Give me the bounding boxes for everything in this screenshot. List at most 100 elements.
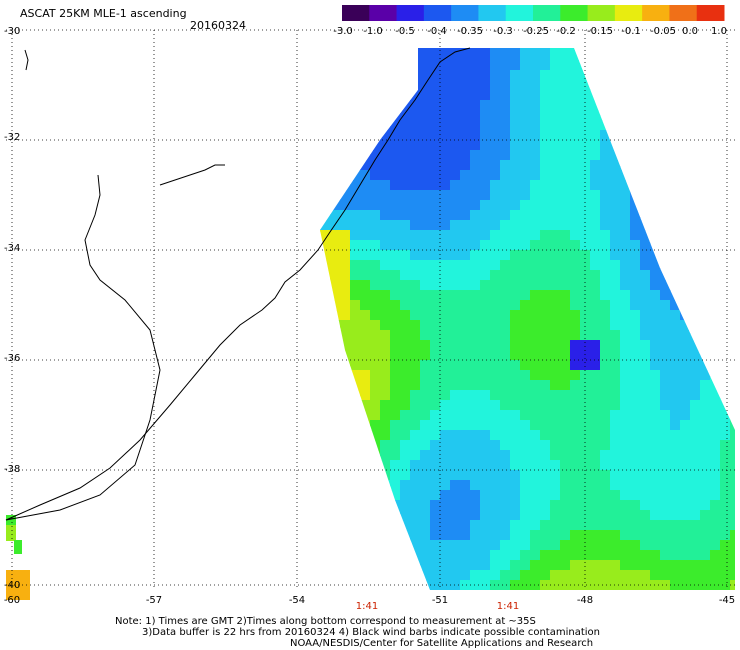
- swath-cell: [390, 510, 401, 521]
- swath-cell: [690, 270, 701, 281]
- swath-cell: [680, 170, 691, 181]
- swath-cell: [560, 560, 571, 571]
- swath-cell: [530, 48, 541, 51]
- swath-cell: [390, 420, 401, 431]
- swath-cell: [440, 90, 451, 101]
- swath-cell: [350, 190, 361, 201]
- swath-cell: [520, 340, 531, 351]
- swath-cell: [350, 530, 361, 541]
- swath-cell: [340, 370, 351, 381]
- swath-cell: [620, 580, 631, 590]
- swath-cell: [610, 260, 621, 271]
- swath-cell: [420, 200, 431, 211]
- swath-cell: [560, 130, 571, 141]
- swath-cell: [410, 540, 421, 551]
- swath-cell: [460, 70, 471, 81]
- swath-cell: [360, 470, 371, 481]
- swath-cell: [520, 250, 531, 261]
- swath-cell: [400, 48, 411, 51]
- swath-cell: [630, 400, 641, 411]
- swath-cell: [460, 180, 471, 191]
- swath-cell: [650, 450, 661, 461]
- swath-cell: [670, 230, 681, 241]
- swath-cell: [620, 290, 631, 301]
- swath-cell: [320, 540, 321, 551]
- swath-cell: [650, 470, 661, 481]
- swath-cell: [400, 50, 411, 61]
- swath-cell: [320, 150, 321, 161]
- swath-cell: [610, 500, 621, 511]
- swath-cell: [360, 490, 371, 501]
- swath-cell: [660, 370, 671, 381]
- swath-cell: [330, 48, 341, 51]
- swath-cell: [520, 520, 531, 531]
- swath-cell: [510, 440, 521, 451]
- swath-cell: [700, 560, 711, 571]
- swath-cell: [570, 290, 581, 301]
- swath-cell: [590, 440, 601, 451]
- swath-cell: [580, 410, 591, 421]
- swath-cell: [710, 410, 721, 421]
- swath-cell: [440, 480, 451, 491]
- swath-cell: [350, 200, 361, 211]
- swath-cell: [540, 280, 551, 291]
- swath-cell: [410, 100, 421, 111]
- swath-cell: [680, 140, 691, 151]
- swath-cell: [450, 500, 461, 511]
- swath-cell: [490, 180, 501, 191]
- swath-cell: [540, 500, 551, 511]
- swath-cell: [570, 210, 581, 221]
- swath-cell: [620, 430, 631, 441]
- swath-cell: [650, 380, 661, 391]
- swath-cell: [320, 90, 331, 101]
- swath-cell: [470, 250, 481, 261]
- swath-cell: [410, 170, 421, 181]
- swath-cell: [350, 310, 361, 321]
- swath-cell: [450, 240, 461, 251]
- swath-cell: [650, 440, 661, 451]
- swath-cell: [380, 350, 391, 361]
- swath-cell: [390, 540, 401, 551]
- swath-cell: [470, 130, 481, 141]
- swath-cell: [560, 270, 571, 281]
- swath-cell: [660, 150, 671, 161]
- swath-cell: [530, 450, 541, 461]
- swath-cell: [430, 48, 441, 51]
- swath-cell: [590, 50, 601, 61]
- swath-cell: [590, 270, 601, 281]
- swath-cell: [690, 440, 701, 451]
- swath-cell: [480, 170, 491, 181]
- swath-cell: [380, 110, 391, 121]
- swath-cell: [650, 70, 661, 81]
- swath-cell: [410, 500, 421, 511]
- swath-cell: [640, 560, 651, 571]
- swath-cell: [450, 490, 461, 501]
- swath-cell: [340, 50, 351, 61]
- swath-cell: [390, 560, 401, 571]
- swath-cell: [590, 470, 601, 481]
- swath-cell: [460, 230, 471, 241]
- swath-cell: [460, 510, 471, 521]
- swath-cell: [700, 130, 711, 141]
- swath-cell: [610, 370, 621, 381]
- swath-cell: [490, 120, 501, 131]
- swath-cell: [680, 200, 691, 211]
- swath-cell: [600, 280, 611, 291]
- swath-cell: [400, 220, 411, 231]
- swath-cell: [450, 470, 461, 481]
- swath-cell: [390, 570, 401, 581]
- swath-cell: [490, 160, 501, 171]
- swath-cell: [390, 310, 401, 321]
- swath-cell: [430, 460, 441, 471]
- swath-cell: [600, 590, 611, 601]
- lat-label: -34: [4, 243, 21, 254]
- swath-cell: [510, 70, 521, 81]
- swath-cell: [510, 310, 521, 321]
- swath-cell: [720, 60, 731, 71]
- swath-cell: [560, 48, 571, 51]
- swath-cell: [670, 120, 681, 131]
- swath-cell: [630, 190, 641, 201]
- swath-cell: [370, 240, 381, 251]
- swath-cell: [640, 440, 651, 451]
- swath-cell: [380, 450, 391, 461]
